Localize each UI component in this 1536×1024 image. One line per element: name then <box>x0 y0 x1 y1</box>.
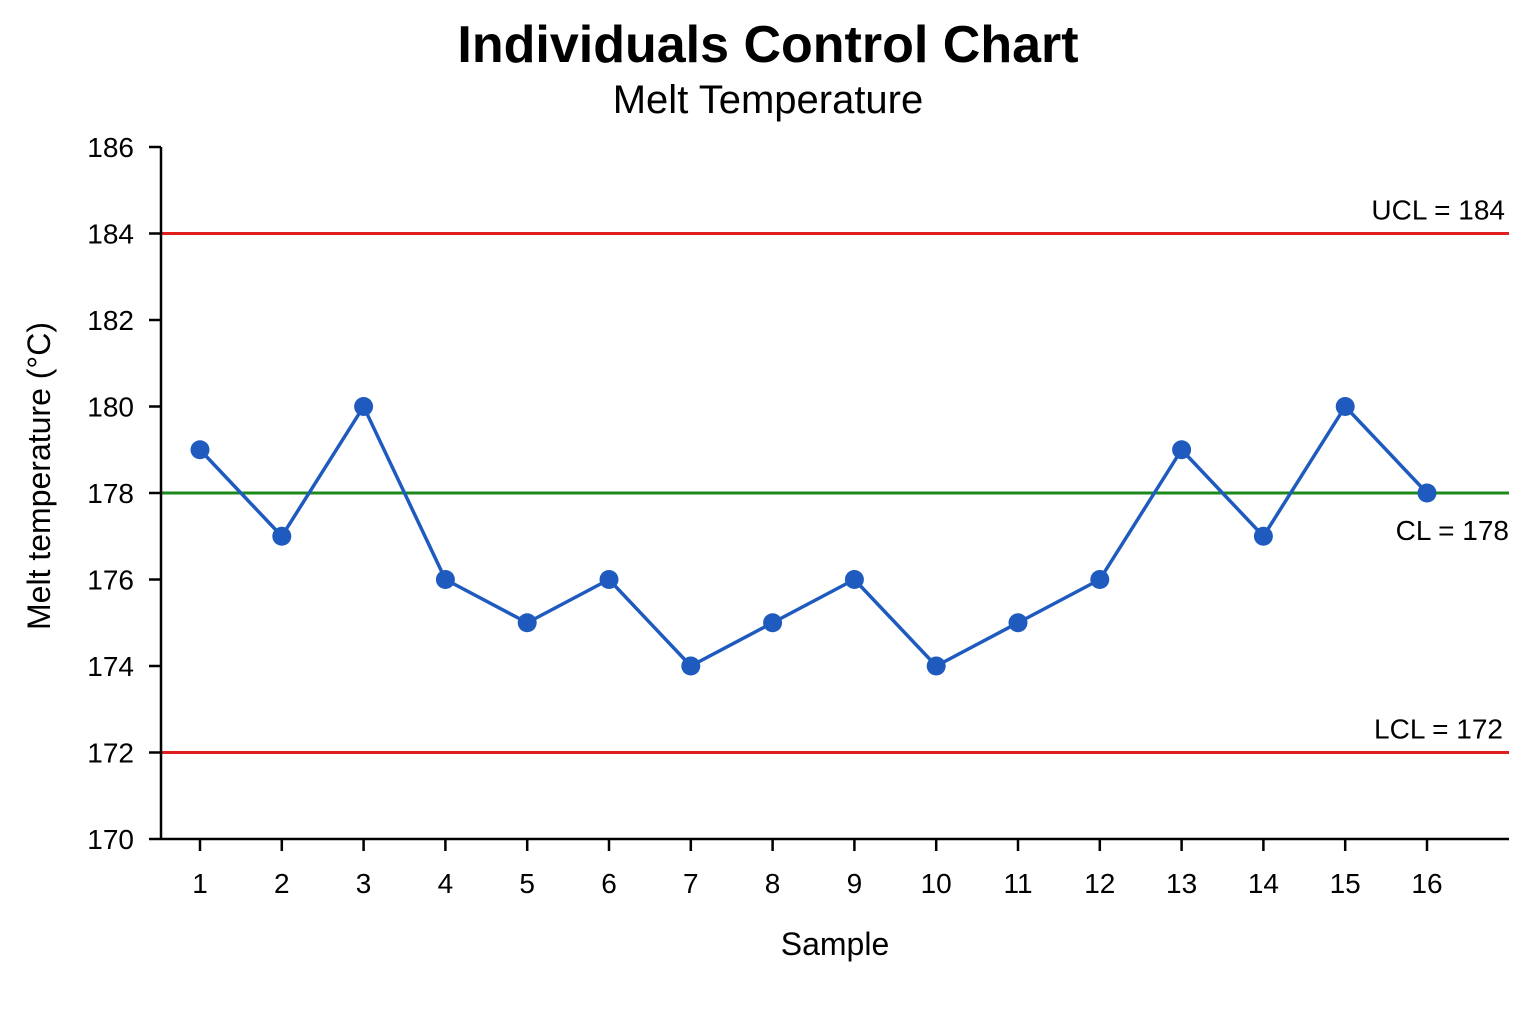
y-tick-label: 180 <box>87 392 134 423</box>
y-tick-label: 170 <box>87 824 134 855</box>
x-tick-label: 2 <box>274 868 290 899</box>
y-tick-label: 184 <box>87 219 134 250</box>
data-point <box>1172 440 1192 460</box>
y-axis-ticks: 170 172 174 176 178 180 182 184 186 <box>87 132 161 855</box>
y-tick-label: 182 <box>87 305 134 336</box>
x-axis-ticks: 1 2 3 4 5 6 7 8 9 10 11 12 13 14 15 16 <box>192 839 1443 899</box>
data-point <box>1335 397 1355 416</box>
x-tick-label: 16 <box>1411 868 1442 899</box>
x-tick-label: 14 <box>1248 868 1279 899</box>
x-tick-label: 5 <box>519 868 535 899</box>
y-tick-label: 186 <box>87 132 134 163</box>
chart-subtitle: Melt Temperature <box>612 78 924 122</box>
y-axis-label: Melt temperature (°C) <box>21 322 57 630</box>
ucl-label: UCL = 184 <box>1371 195 1505 226</box>
data-point <box>1090 570 1110 589</box>
x-tick-label: 7 <box>683 868 699 899</box>
x-tick-label: 6 <box>601 868 617 899</box>
x-tick-label: 10 <box>921 868 952 899</box>
data-point <box>517 613 537 633</box>
data-point <box>599 570 619 589</box>
y-tick-label: 172 <box>87 738 134 769</box>
data-point <box>272 526 292 546</box>
y-tick-label: 176 <box>87 565 134 596</box>
x-tick-label: 11 <box>1003 868 1032 899</box>
data-point <box>844 570 864 589</box>
control-limit-lines: UCL = 184 CL = 178 LCL = 172 <box>161 195 1509 754</box>
x-tick-label: 13 <box>1166 868 1197 899</box>
data-point <box>681 656 701 676</box>
x-axis-label: Sample <box>781 926 890 962</box>
data-point <box>1253 526 1273 546</box>
data-point <box>190 440 210 460</box>
chart-title: Individuals Control Chart <box>457 16 1079 74</box>
lcl-label: LCL = 172 <box>1374 714 1503 745</box>
series-line <box>198 404 1429 668</box>
data-point <box>763 613 783 633</box>
x-tick-label: 9 <box>847 868 863 899</box>
x-tick-label: 8 <box>765 868 781 899</box>
data-point <box>354 397 374 416</box>
x-tick-label: 4 <box>438 868 454 899</box>
data-point <box>1417 483 1437 503</box>
data-point <box>1008 613 1028 633</box>
x-tick-label: 12 <box>1084 868 1115 899</box>
y-tick-label: 178 <box>87 478 134 509</box>
series-group <box>190 397 1437 676</box>
y-tick-label: 174 <box>87 651 134 682</box>
data-point <box>926 656 946 676</box>
x-tick-label: 3 <box>356 868 372 899</box>
data-point <box>435 570 455 589</box>
cl-label: CL = 178 <box>1396 515 1509 546</box>
x-tick-label: 15 <box>1330 868 1361 899</box>
x-tick-label: 1 <box>192 868 208 899</box>
